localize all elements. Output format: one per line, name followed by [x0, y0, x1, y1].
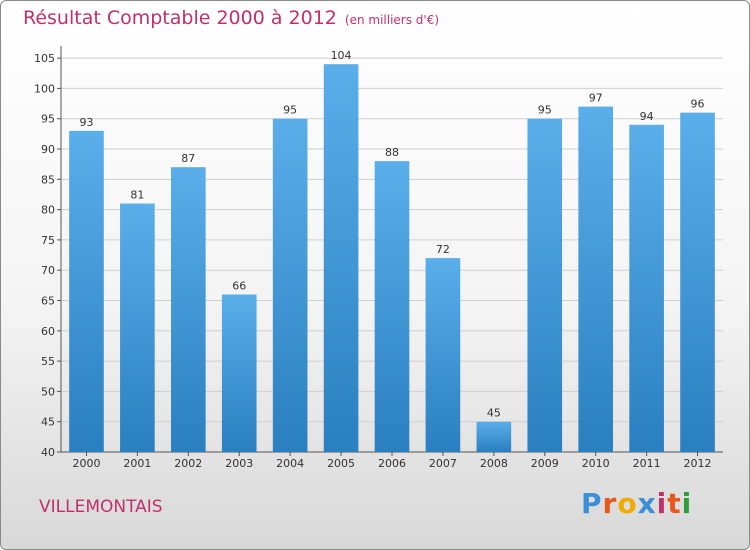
bar [272, 118, 308, 452]
data-label: 87 [181, 152, 195, 165]
y-tick-label: 75 [41, 234, 55, 247]
y-tick-label: 55 [41, 355, 55, 368]
bar [170, 167, 206, 452]
x-tick-label: 2002 [174, 457, 202, 470]
data-label: 94 [640, 110, 654, 123]
y-tick-label: 80 [41, 204, 55, 217]
logo-letter: o [617, 487, 638, 520]
chart-subtitle: (en milliers d'€) [344, 13, 440, 27]
logo-letter: P [581, 487, 603, 520]
x-tick-label: 2011 [633, 457, 661, 470]
value-labels: 93 81 87 66 95 104 88 72 45 95 97 94 96 [79, 49, 704, 420]
proxiti-logo[interactable]: Proxiti [581, 487, 692, 520]
bar [120, 203, 155, 452]
logo-letter: i [681, 487, 693, 520]
data-label: 95 [283, 104, 297, 117]
logo-letter: x [637, 487, 657, 520]
bar [476, 421, 512, 452]
x-tick-label: 2000 [72, 457, 100, 470]
commune-name: VILLEMONTAIS [39, 497, 163, 517]
data-label: 81 [130, 189, 144, 202]
data-label: 97 [589, 92, 603, 105]
data-label: 45 [487, 407, 501, 420]
bar [323, 64, 359, 452]
y-tick-label: 105 [34, 52, 55, 65]
bars [69, 64, 715, 453]
bar [680, 112, 715, 453]
y-tick-label: 65 [41, 295, 55, 308]
x-tick-label: 2006 [378, 457, 406, 470]
bar [629, 124, 664, 452]
y-tick-label: 95 [41, 113, 55, 126]
chart-title: Résultat Comptable 2000 à 2012 (en millie… [23, 7, 440, 29]
data-label: 93 [79, 116, 93, 129]
y-tick-label: 50 [41, 385, 55, 398]
x-tick-label: 2005 [327, 457, 355, 470]
y-tick-label: 45 [41, 416, 55, 429]
bar [69, 130, 104, 452]
x-tick-label: 2003 [225, 457, 253, 470]
y-tick-label: 100 [34, 82, 55, 95]
x-tick-label: 2008 [480, 457, 508, 470]
data-label: 88 [385, 146, 399, 159]
y-tick-label: 85 [41, 173, 55, 186]
data-label: 95 [538, 104, 552, 117]
x-tick-label: 2007 [429, 457, 457, 470]
logo-letter: r [602, 487, 618, 520]
y-tick-label: 60 [41, 325, 55, 338]
x-tick-label: 2001 [123, 457, 151, 470]
bar [425, 258, 461, 452]
x-tick-label: 2010 [582, 457, 610, 470]
x-tick-label: 2012 [684, 457, 712, 470]
logo-letter: i [656, 487, 668, 520]
y-tick-label: 40 [41, 446, 55, 459]
y-tick-label: 70 [41, 264, 55, 277]
logo-letter: t [667, 487, 682, 520]
data-label: 96 [691, 98, 705, 111]
bar [578, 106, 614, 452]
bar [527, 118, 563, 452]
data-label: 104 [331, 49, 352, 62]
y-tick-label: 90 [41, 143, 55, 156]
data-label: 66 [232, 279, 246, 292]
x-tick-label: 2004 [276, 457, 304, 470]
x-tick-label: 2009 [531, 457, 559, 470]
bar [374, 161, 410, 452]
data-label: 72 [436, 243, 450, 256]
bar [221, 294, 257, 452]
